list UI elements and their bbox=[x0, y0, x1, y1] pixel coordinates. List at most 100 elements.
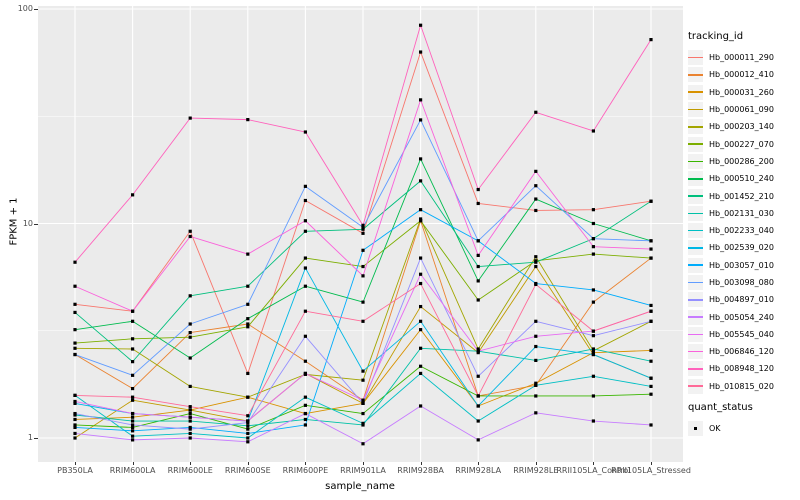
x-tick-mark bbox=[420, 462, 422, 465]
data-point-marker bbox=[73, 401, 77, 405]
legend-key-swatch bbox=[688, 275, 703, 290]
data-point-marker bbox=[419, 219, 423, 223]
data-point-marker bbox=[188, 419, 192, 423]
legend-item-Hb_000203_140: Hb_000203_140 bbox=[688, 118, 800, 135]
data-point-marker bbox=[419, 364, 423, 368]
data-point-marker bbox=[188, 405, 192, 409]
data-point-marker bbox=[649, 239, 653, 243]
legend-item-Hb_002131_030: Hb_002131_030 bbox=[688, 205, 800, 222]
data-point-marker bbox=[534, 260, 538, 264]
data-point-marker bbox=[476, 253, 480, 258]
data-point-marker bbox=[649, 303, 653, 308]
data-point-marker bbox=[361, 223, 365, 227]
legend-key-line bbox=[688, 385, 703, 388]
legend-key-line bbox=[688, 108, 703, 111]
legend-key-line bbox=[688, 91, 703, 94]
legend-item-Hb_006846_120: Hb_006846_120 bbox=[688, 343, 800, 360]
data-point-marker bbox=[649, 423, 653, 427]
data-point-marker bbox=[534, 197, 538, 201]
legend-key-line bbox=[688, 350, 703, 353]
data-point-marker bbox=[246, 414, 250, 418]
data-point-marker bbox=[131, 386, 135, 391]
data-point-marker bbox=[73, 423, 77, 427]
legend-key-swatch bbox=[688, 136, 703, 152]
data-point-marker bbox=[73, 260, 77, 264]
legend-item-label: Hb_000510_240 bbox=[709, 174, 774, 184]
data-point-marker bbox=[131, 411, 135, 416]
legend-key-swatch bbox=[688, 257, 703, 273]
data-point-marker bbox=[73, 425, 77, 430]
y-tick-label-1: 1 bbox=[27, 433, 33, 442]
data-point-marker bbox=[649, 309, 653, 313]
data-point-marker bbox=[476, 298, 480, 302]
data-point-marker bbox=[131, 309, 135, 313]
data-point-marker bbox=[649, 359, 653, 363]
legend-key-line bbox=[688, 298, 703, 301]
legend-key-swatch bbox=[688, 378, 703, 394]
data-point-marker bbox=[246, 419, 250, 423]
data-point-marker bbox=[246, 440, 250, 444]
data-point-marker bbox=[303, 395, 307, 399]
legend-title-tracking-id: tracking_id bbox=[688, 31, 744, 42]
x-tick-mark bbox=[535, 462, 537, 465]
data-point-marker bbox=[131, 419, 135, 423]
legend-key-swatch bbox=[688, 223, 703, 239]
data-point-marker bbox=[419, 319, 423, 323]
legend-key-swatch bbox=[688, 102, 703, 118]
data-point-marker bbox=[534, 110, 538, 114]
data-point-marker bbox=[73, 302, 77, 306]
x-tick-mark bbox=[190, 462, 192, 465]
data-point-marker bbox=[361, 442, 365, 446]
data-point-marker bbox=[361, 274, 365, 278]
data-point-marker bbox=[303, 284, 307, 288]
legend-key-line bbox=[688, 229, 703, 232]
x-tick-mark bbox=[478, 462, 480, 465]
data-point-marker bbox=[649, 199, 653, 203]
plot-canvas bbox=[38, 6, 683, 462]
data-point-marker bbox=[361, 411, 365, 416]
data-point-marker bbox=[361, 423, 365, 427]
legend-item-label: Hb_008948_120 bbox=[709, 364, 774, 374]
data-point-marker bbox=[303, 423, 307, 427]
data-point-marker bbox=[534, 184, 538, 188]
data-point-marker bbox=[188, 294, 192, 298]
data-point-marker bbox=[188, 436, 192, 440]
legend-key-swatch bbox=[688, 84, 703, 100]
data-point-marker bbox=[361, 378, 365, 382]
data-point-marker bbox=[419, 118, 423, 122]
data-point-marker bbox=[131, 438, 135, 442]
legend-key-swatch bbox=[688, 171, 703, 187]
legend-item-label: OK bbox=[709, 424, 721, 434]
legend-item-Hb_005054_240: Hb_005054_240 bbox=[688, 308, 800, 325]
data-point-marker bbox=[131, 423, 135, 427]
data-point-marker bbox=[131, 415, 135, 419]
y-tick-label-10: 10 bbox=[22, 218, 33, 228]
data-point-marker bbox=[591, 288, 595, 292]
legend-item-label: Hb_001452_210 bbox=[709, 191, 774, 201]
data-point-marker bbox=[361, 369, 365, 373]
data-point-marker bbox=[303, 229, 307, 233]
data-point-marker bbox=[131, 373, 135, 377]
data-point-marker bbox=[246, 252, 250, 256]
data-point-marker bbox=[476, 239, 480, 243]
x-tick-mark bbox=[363, 462, 364, 465]
legend-item-Hb_000011_290: Hb_000011_290 bbox=[688, 49, 800, 66]
data-point-marker bbox=[303, 411, 307, 416]
data-point-marker bbox=[649, 384, 653, 389]
data-point-marker bbox=[419, 346, 423, 350]
data-point-marker bbox=[419, 281, 423, 286]
data-point-marker bbox=[476, 349, 480, 353]
legend-key-line bbox=[688, 316, 703, 318]
data-point-marker bbox=[534, 208, 538, 213]
data-point-marker bbox=[419, 272, 423, 276]
legend-item-Hb_002539_020: Hb_002539_020 bbox=[688, 239, 800, 256]
data-point-marker bbox=[246, 436, 250, 440]
legend-series-items: Hb_000011_290 Hb_000012_410 Hb_000031_260 H… bbox=[688, 49, 800, 395]
legend-key-line bbox=[688, 333, 703, 336]
x-tick-label-RRII105LA_Control: RRII105LA_Control bbox=[556, 466, 631, 475]
data-point-marker bbox=[188, 356, 192, 360]
data-point-marker bbox=[534, 381, 538, 385]
y-tick-mark bbox=[34, 438, 38, 439]
legend-key-swatch bbox=[688, 50, 703, 66]
legend-item-label: Hb_000012_410 bbox=[709, 70, 774, 80]
